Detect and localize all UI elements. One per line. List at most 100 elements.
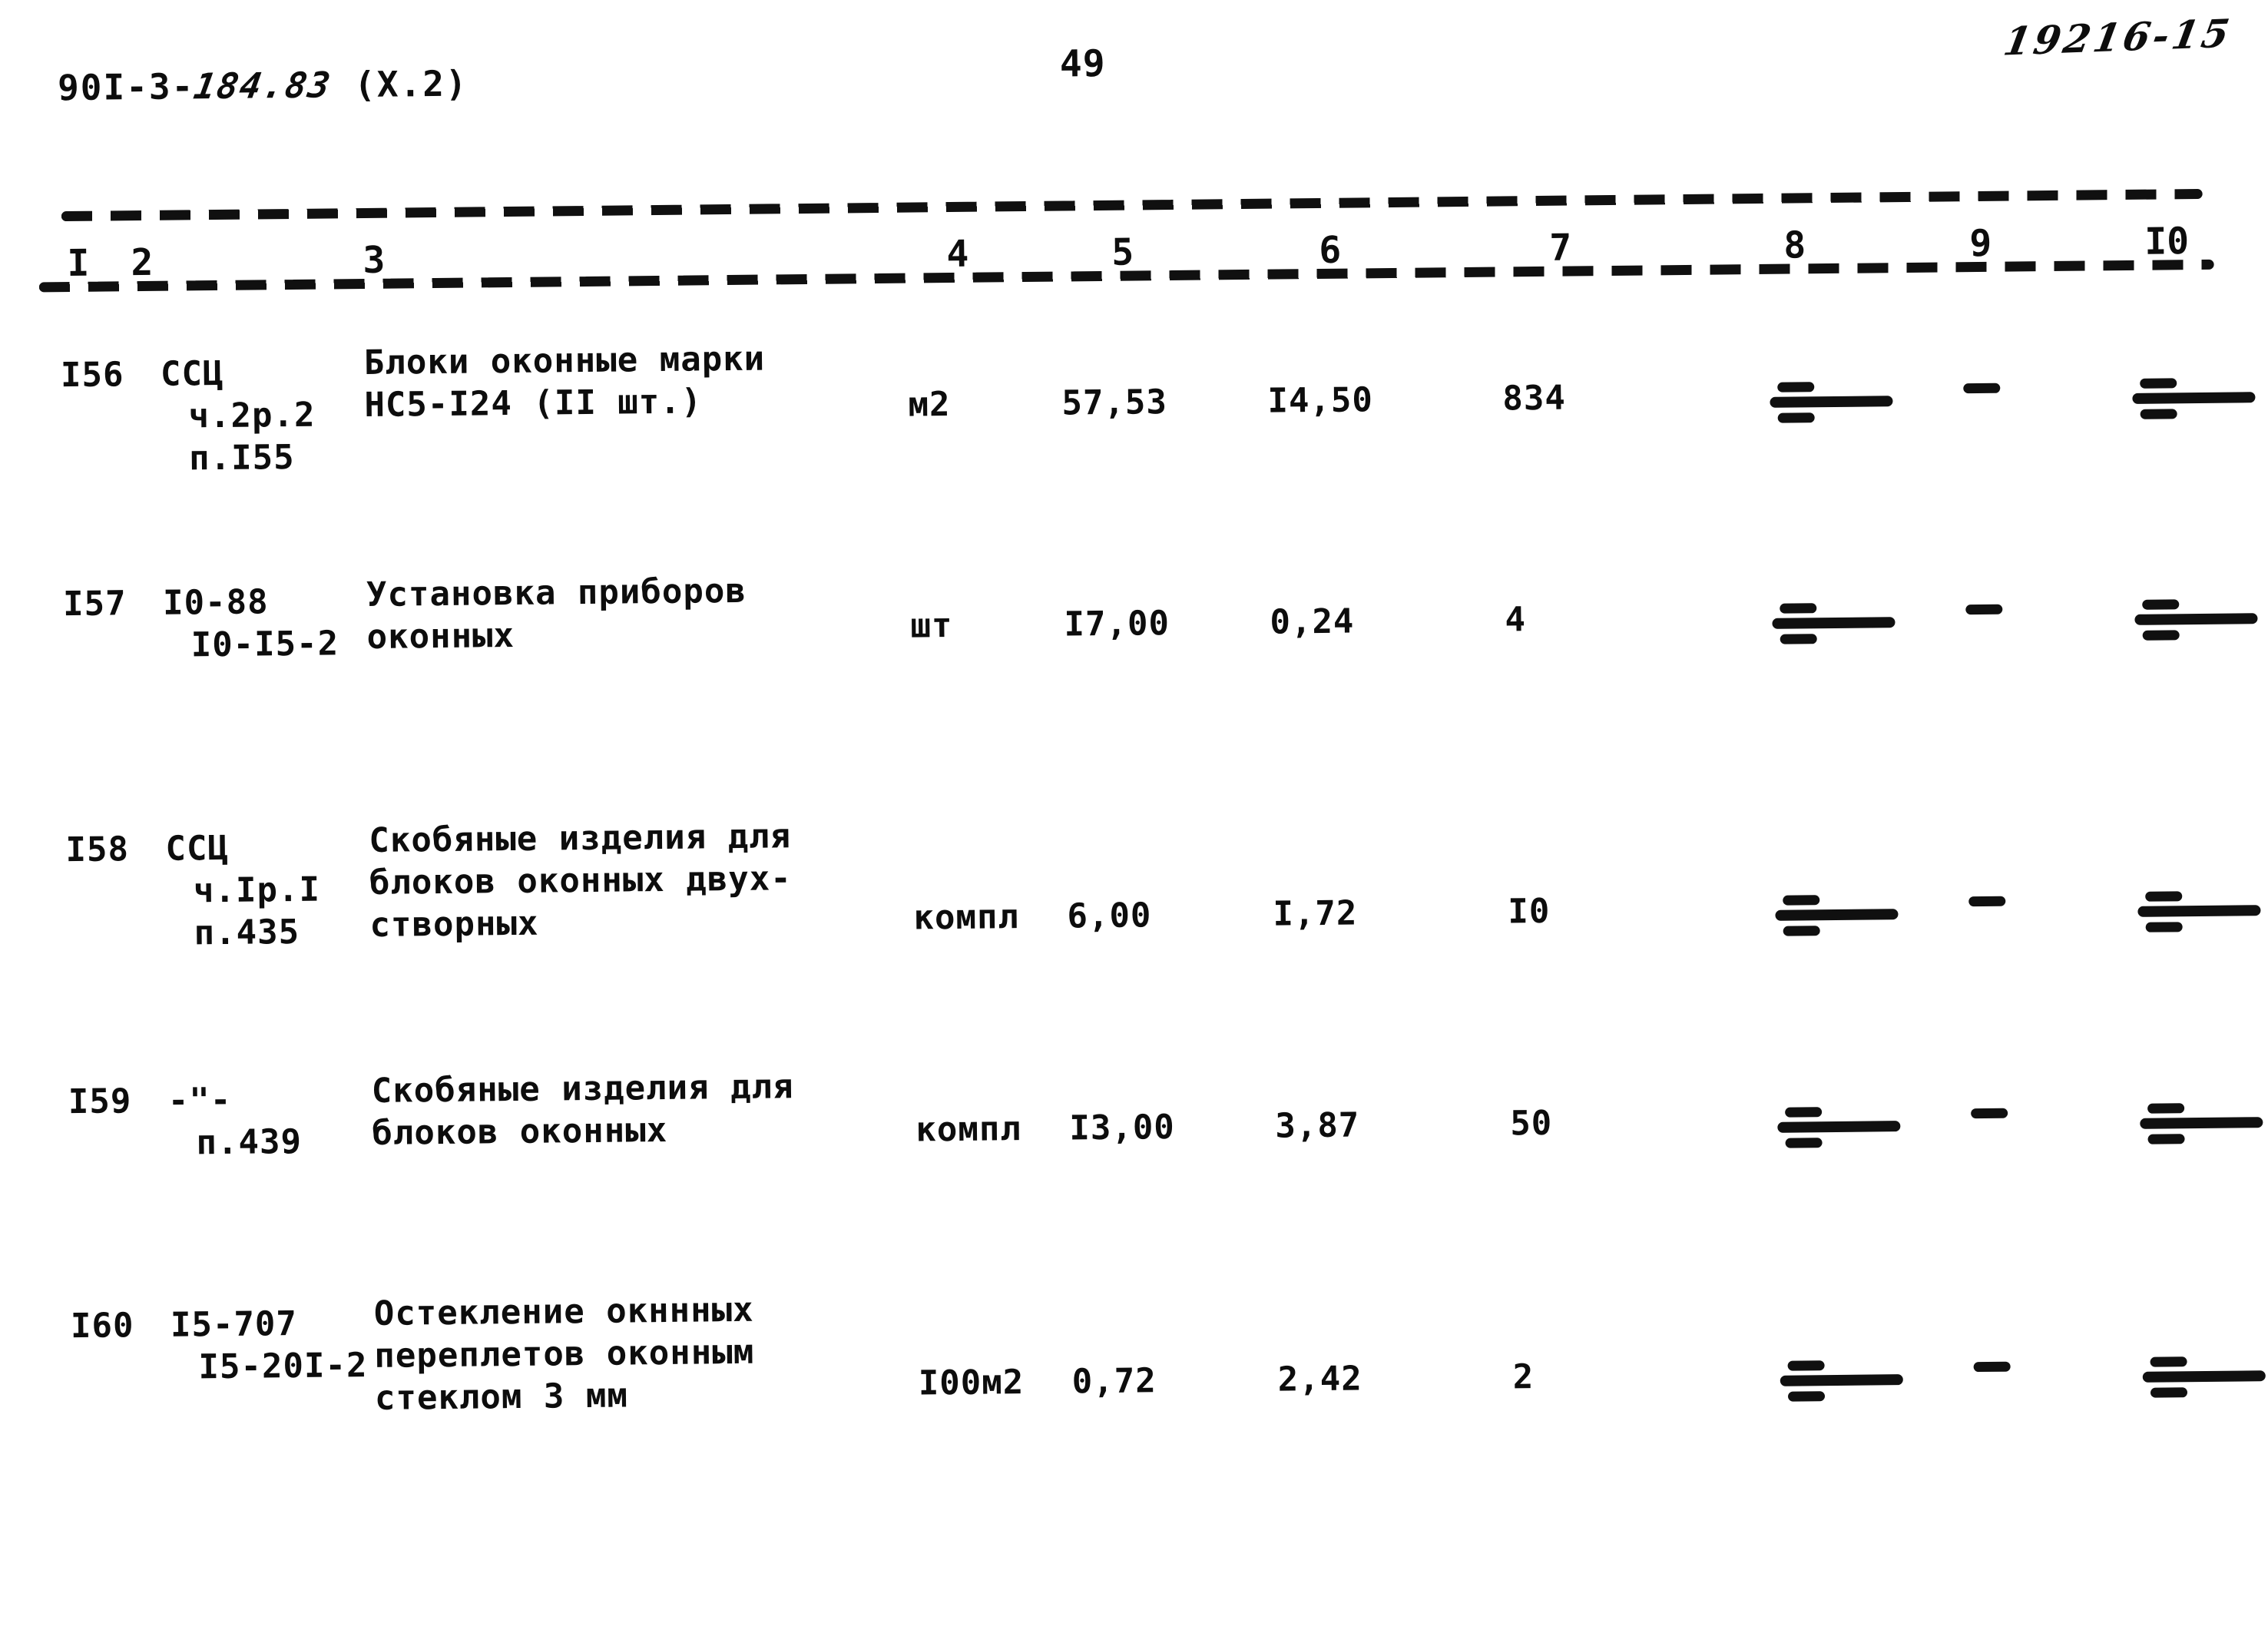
empty-value-mark-col9: [1965, 604, 2003, 615]
description-line: Блоки оконные марки: [363, 339, 766, 383]
dash-mark-short: [1785, 1107, 1823, 1118]
handwritten-inventory-number: 19216-15: [2000, 10, 2236, 65]
dash-mark-short: [2142, 599, 2180, 610]
code-line: п.435: [194, 912, 300, 953]
document-number: 90I-3-184.83 (X.2): [58, 63, 468, 109]
table-row: I57 I0-88 I0-I5-2 Установка приборов око…: [0, 554, 2268, 800]
dash-mark-short: [1787, 1360, 1825, 1371]
code-line: -"-: [167, 1080, 232, 1121]
code-cell: -"- п.439: [168, 1078, 303, 1164]
dash-mark-short: [2150, 1356, 2187, 1367]
total-cell: 50: [1510, 1103, 1553, 1144]
dash-mark-short: [1780, 603, 1817, 614]
code-line: I5-20I-2: [198, 1346, 368, 1387]
code-line: I5-707: [170, 1303, 298, 1345]
column-header-1: I: [67, 241, 90, 286]
dash-mark-long: [1777, 1121, 1901, 1133]
dash-mark-short: [1777, 412, 1815, 423]
dash-mark-short: [2140, 378, 2177, 389]
table-row: I60 I5-707 I5-20I-2 Остекление окннных п…: [5, 1273, 2268, 1519]
column-header-9: 9: [1969, 221, 1992, 266]
table-row: I59 -"- п.439 Скобяные изделия для блоко…: [3, 1050, 2268, 1297]
dash-mark-long: [1780, 1374, 1903, 1386]
column-header-4: 4: [946, 232, 969, 277]
dash-mark-long: [2134, 613, 2258, 625]
code-line: ССЦ: [165, 828, 230, 869]
empty-value-marks-col10: [2134, 598, 2258, 641]
page-number: 49: [1059, 41, 1106, 86]
unit-cell: компл: [913, 897, 1020, 938]
quantity-cell: I3,00: [1069, 1108, 1176, 1148]
code-line: I0-I5-2: [190, 624, 339, 665]
quantity-cell: I7,00: [1064, 604, 1170, 644]
empty-value-marks-col8: [1772, 602, 1896, 644]
description-line: блоков оконных двух-: [369, 859, 792, 903]
dash-mark-long: [2132, 392, 2256, 404]
code-line: ч.Iр.I: [193, 869, 321, 911]
code-line: п.439: [196, 1121, 303, 1163]
item-number: I60: [70, 1306, 134, 1346]
unit-price-cell: 0,24: [1270, 601, 1355, 642]
dash-mark-short: [2147, 1103, 2185, 1114]
column-header-6: 6: [1319, 228, 1342, 272]
total-cell: 834: [1502, 378, 1567, 419]
description-line: Остекление окннных: [373, 1290, 754, 1333]
code-cell: I0-88 I0-I5-2: [163, 580, 339, 666]
dashed-separator-top: [61, 188, 2203, 222]
column-header-2: 2: [131, 240, 154, 285]
empty-value-mark-col9: [1973, 1361, 2011, 1373]
dash-mark-short: [1777, 382, 1815, 393]
dash-mark-long: [2140, 1117, 2263, 1129]
quantity-cell: 57,53: [1061, 383, 1168, 423]
unit-price-cell: 2,42: [1277, 1359, 1362, 1399]
description-line: переплетов оконным: [374, 1332, 755, 1376]
item-number: I59: [68, 1081, 132, 1122]
dash-mark-short: [2145, 891, 2183, 902]
dash-mark-short: [1780, 634, 1817, 644]
dash-mark-short: [1783, 926, 1820, 936]
code-line: ССЦ: [160, 353, 224, 394]
empty-value-marks-col10: [2142, 1356, 2266, 1398]
unit-price-cell: I,72: [1273, 893, 1358, 934]
dash-mark-long: [1775, 909, 1899, 921]
unit-cell: шт: [910, 605, 953, 646]
description-line: Установка приборов: [366, 571, 747, 614]
item-number: I56: [60, 355, 124, 396]
unit-price-cell: 3,87: [1275, 1105, 1360, 1146]
total-cell: I0: [1508, 891, 1551, 932]
description-cell: Скобяные изделия для блоков оконных двух…: [369, 815, 793, 946]
document-number-middle: 184.83: [190, 64, 335, 108]
code-cell: I5-707 I5-20I-2: [171, 1302, 368, 1389]
empty-value-marks-col10: [2132, 377, 2256, 419]
dash-mark-short: [2147, 1134, 2185, 1144]
dash-mark-short: [1787, 1391, 1826, 1402]
description-cell: Скобяные изделия для блоков оконных: [371, 1065, 794, 1154]
empty-value-marks-col8: [1777, 1106, 1901, 1148]
table-row: I56 ССЦ ч.2р.2 п.I55 Блоки оконные марки…: [0, 322, 2265, 568]
column-header-5: 5: [1111, 230, 1134, 274]
document-number-prefix: 90I-3-: [57, 65, 195, 109]
total-cell: 4: [1505, 600, 1527, 640]
empty-value-mark-col9: [1968, 896, 2006, 907]
description-cell: Блоки оконные марки НС5-I24 (II шт.): [364, 338, 766, 426]
unit-price-cell: I4,50: [1267, 380, 1374, 421]
dash-mark-long: [2137, 905, 2261, 917]
item-number: I57: [62, 584, 127, 624]
empty-value-marks-col8: [1775, 894, 1899, 936]
code-line: п.I55: [188, 437, 295, 479]
code-cell: ССЦ ч.2р.2 п.I55: [161, 352, 316, 480]
unit-cell: м2: [908, 385, 951, 425]
empty-value-mark-col9: [1963, 383, 2001, 394]
unit-cell: компл: [915, 1109, 1022, 1150]
dash-mark-long: [2142, 1370, 2266, 1383]
empty-value-marks-col10: [2140, 1102, 2263, 1144]
empty-value-marks-col10: [2137, 890, 2261, 932]
description-cell: Установка приборов оконных: [366, 570, 747, 658]
document-number-suffix: (X.2): [331, 62, 468, 106]
unit-cell: I00м2: [918, 1363, 1025, 1403]
dash-mark-short: [2140, 409, 2177, 419]
dash-mark-short: [2145, 922, 2183, 932]
quantity-cell: 0,72: [1071, 1361, 1157, 1402]
dash-mark-short: [2142, 630, 2180, 641]
